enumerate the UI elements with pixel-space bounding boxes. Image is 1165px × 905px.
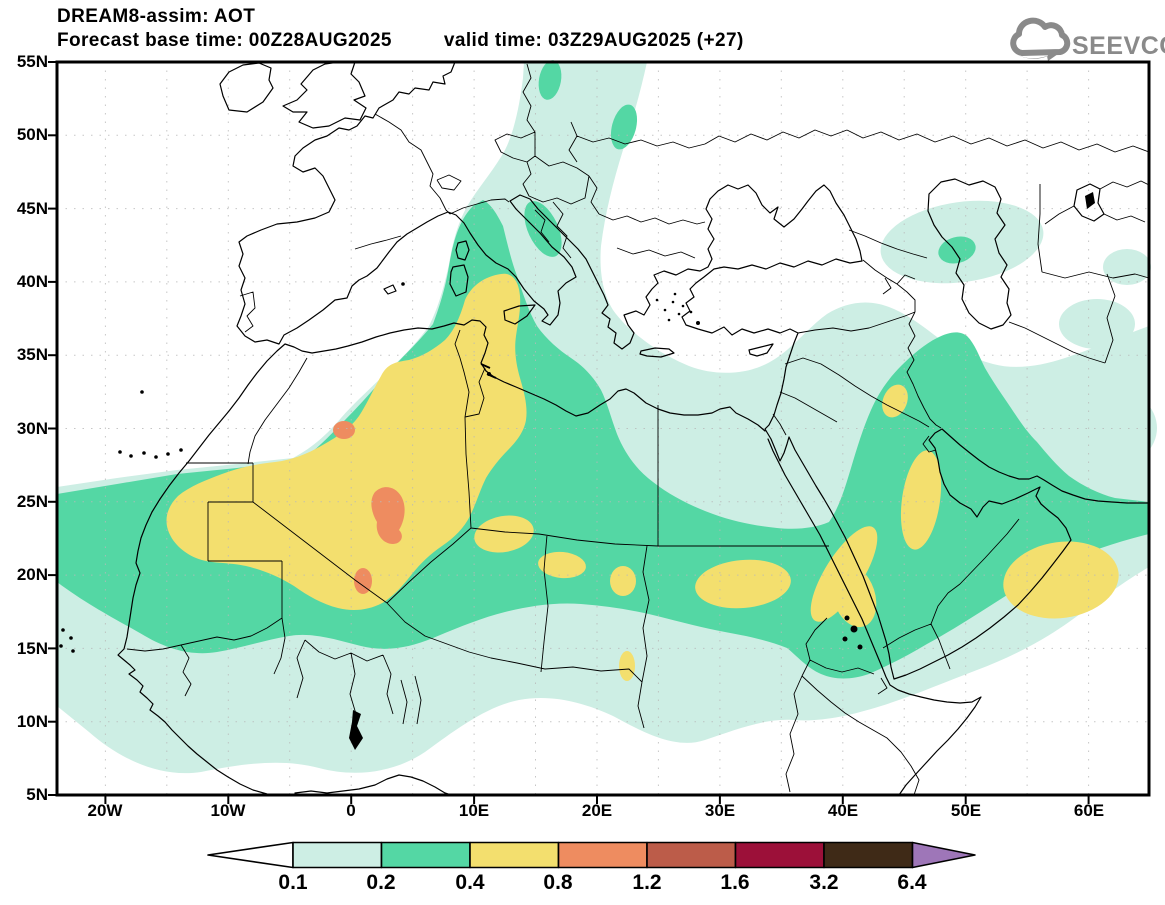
colorbar-label-0p4: 0.4: [455, 871, 485, 894]
aot-region-0p4-niger-b: [538, 551, 586, 579]
seevccc-logo: SEEVCCC: [1010, 17, 1165, 61]
colorbar-cell-3p2: [823, 841, 914, 869]
aot-region-0p2-croatia: [524, 201, 562, 257]
colorbar-cell-0p1: [292, 841, 383, 869]
coast-sardinia: [449, 264, 469, 297]
aot-region-0p4-chad-small: [610, 566, 636, 596]
lon-label-10e: 10E: [458, 801, 490, 820]
aot-region-0p8-b: [371, 487, 405, 544]
lat-label-40n: 40N: [16, 272, 48, 291]
coast-europe-mediterranean: [236, 61, 1150, 680]
forecast-base-time: Forecast base time: 00Z28AUG2025: [57, 30, 392, 51]
lon-label-20w: 20W: [87, 801, 123, 820]
cloud-icon: [1010, 17, 1071, 61]
aot-fill-layer: [57, 60, 1157, 774]
logo-text: SEEVCCC: [1072, 32, 1165, 60]
lat-label-50n: 50N: [16, 125, 48, 144]
lon-label-50e: 50E: [950, 801, 982, 820]
aot-region-0p4-niger: [474, 515, 534, 553]
lon-label-30e: 30E: [704, 801, 736, 820]
coast-caspian-sea: [927, 178, 1012, 330]
coast-crete: [639, 347, 675, 358]
aot-region-0p4-saudi: [900, 450, 942, 550]
lake-volta: [349, 710, 363, 750]
country-borders: [126, 63, 1150, 796]
coast-sicily: [503, 304, 536, 325]
aot-region-0p2-poland-a: [538, 60, 562, 100]
lat-label-30n: 30N: [16, 419, 48, 438]
valid-time: valid time: 03Z29AUG2025 (+27): [443, 30, 744, 51]
colorbar-cell-0p2: [380, 841, 471, 869]
lon-label-20e: 20E: [581, 801, 613, 820]
lat-label-15n: 15N: [16, 639, 48, 658]
lat-label-55n: 55N: [16, 52, 48, 71]
coast-ireland: [219, 62, 274, 113]
coastlines: [117, 61, 1150, 796]
coast-mallorca: [383, 284, 397, 295]
lat-label-35n: 35N: [16, 345, 48, 364]
lat-label-45n: 45N: [16, 199, 48, 218]
colorbar-label-3p2: 3.2: [809, 871, 839, 894]
colorbar-label-0p8: 0.8: [543, 871, 573, 894]
colorbar-label-1p2: 1.2: [632, 871, 662, 894]
aot-region-0p1-turkmen: [1073, 390, 1157, 466]
aot-region-0p4-iraq: [882, 384, 908, 418]
aot-region-0p1-ne: [1103, 249, 1151, 285]
aot-region-0p4-chad: [695, 559, 791, 609]
coast-redsea-africa: [767, 438, 982, 796]
colorbar-cell-0p8: [557, 841, 648, 869]
graticule: [57, 62, 1149, 795]
colorbar-cell-1p2: [646, 841, 737, 869]
coast-britain: [282, 61, 367, 129]
lat-label-20n: 20N: [16, 565, 48, 584]
map-canvas: [48, 60, 1157, 804]
lon-label-0: 0: [346, 801, 356, 820]
map-frame: [48, 60, 1151, 804]
lon-label-10w: 10W: [210, 801, 246, 820]
coast-africa: [117, 319, 766, 796]
colorbar-label-0p2: 0.2: [366, 871, 396, 894]
colorbar-arrow-above: [911, 841, 976, 869]
aot-region-0p4-oman: [1003, 541, 1119, 619]
tunisia-chotts: [480, 363, 497, 379]
aot-region-0p8-a: [333, 421, 355, 439]
coast-corsica: [455, 240, 470, 261]
aot-region-0p8-c: [354, 568, 372, 594]
coast-guinea-gulf: [294, 774, 452, 796]
lon-label-40e: 40E: [827, 801, 859, 820]
colorbar-cell-0p4: [469, 841, 560, 869]
colorbar-cell-1p6: [734, 841, 825, 869]
aral-detail: [1085, 192, 1095, 209]
aot-region-0p1-east-caspian: [1059, 299, 1135, 349]
coast-cyprus: [748, 343, 774, 357]
aot-region-0p4-sudan-border: [619, 651, 635, 681]
lat-label-25n: 25N: [16, 492, 48, 511]
colorbar-label-6p4: 6.4: [897, 871, 927, 894]
lat-label-5n: 5N: [26, 785, 48, 804]
colorbar: [207, 841, 976, 869]
colorbar-label-0p1: 0.1: [278, 871, 308, 894]
subtitle: Forecast base time: 00Z28AUG2025 valid ti…: [57, 30, 744, 52]
islets-and-lakes: [59, 192, 1095, 750]
colorbar-arrow-below: [207, 841, 294, 869]
lon-label-60e: 60E: [1073, 801, 1105, 820]
aot-region-0p4: [166, 273, 527, 610]
lat-label-10n: 10N: [16, 712, 48, 731]
page-title: DREAM8-assim: AOT: [57, 6, 256, 27]
aot-region-0p2-poland-b: [610, 104, 638, 150]
colorbar-label-1p6: 1.6: [720, 871, 750, 894]
